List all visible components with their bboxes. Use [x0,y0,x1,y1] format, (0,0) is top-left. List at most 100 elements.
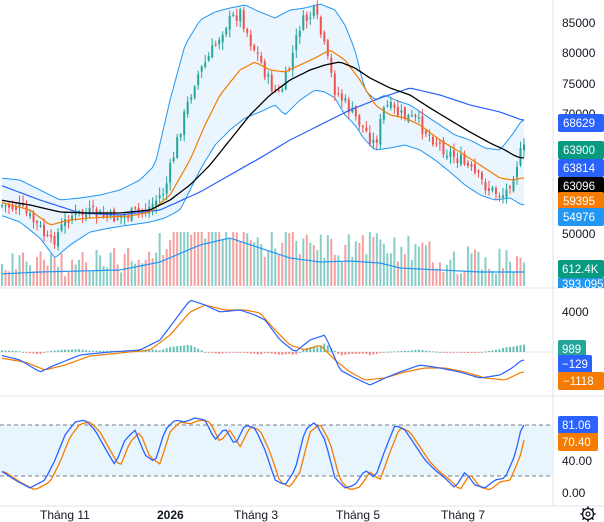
volume-value: 612.4K [562,264,599,276]
candle-body [92,205,95,208]
gear-icon[interactable] [580,506,596,522]
volume-bar [141,263,144,286]
k-line-value: 81.06 [562,420,591,432]
volume-bar [74,264,77,286]
macd-histogram-bar [508,346,511,352]
macd-histogram-bar [15,351,18,352]
macd-histogram-bar [449,352,452,353]
volume-bar [120,272,123,286]
volume-bar [235,232,238,286]
ma-mid-badge: 63096 [558,177,604,195]
candle-body [130,208,133,221]
candle-body [284,70,287,90]
candle-body [351,107,354,113]
volume-bar [204,238,207,286]
candle-body [403,107,406,119]
volume-bar [424,245,427,286]
macd-histogram-bar [22,352,25,353]
candle-body [172,157,175,162]
volume-bar [302,238,305,286]
macd-histogram-bar [127,351,130,352]
candle-body [228,15,231,30]
macd-histogram-bar [431,351,434,353]
macd-histogram-bar [480,352,483,353]
volume-bar [151,258,154,286]
price-pane[interactable] [1,0,525,259]
candle-body [491,187,494,191]
macd-histogram-bar [32,352,35,354]
candle-body [106,214,109,218]
price-axis[interactable]: 85000 80000 75000 70000 50000 [562,16,596,241]
macd-histogram-bar [340,352,343,356]
volume-bar [39,251,42,286]
macd-histogram-bar [253,352,256,354]
volume-bar [102,266,105,286]
volume-bar [81,252,84,286]
volume-bar [270,232,273,286]
candle-body [463,154,466,165]
volume-bar [148,251,151,286]
price-axis-label: 80000 [562,46,596,60]
volume-bar [456,274,459,286]
candle-body [330,57,333,73]
stochastic-pane[interactable] [0,417,553,491]
macd-histogram-bar [358,352,361,354]
candle-body [165,183,168,194]
volume-bar [43,259,46,286]
time-axis-label: Tháng 11 [40,508,90,522]
macd-histogram-bar [365,352,368,355]
macd-histogram-bar [228,352,231,353]
time-axis[interactable]: Tháng 11 2026 Tháng 3 Tháng 5 Tháng 7 [40,508,485,522]
macd-histogram-bar [8,350,11,352]
histogram-value: 989 [562,344,581,356]
macd-histogram-bar [523,344,525,352]
macd-histogram-bar [197,348,200,352]
macd-histogram-bar [1,350,3,352]
volume-bar [477,251,480,286]
volume-bar [8,271,11,286]
macd-histogram-bar [144,350,147,352]
candle-body [484,182,487,191]
macd-histogram-bar [190,345,193,352]
volume-bar [414,243,417,286]
macd-histogram-bar [207,352,210,353]
bollinger-upper-line [1,3,525,201]
volume-bar [428,241,431,286]
candle-body [501,195,504,198]
ema-value: 59395 [563,196,595,208]
candle-body [214,44,217,46]
candle-body [466,162,469,166]
macd-histogram-bar [169,346,172,352]
volume-bar [512,272,515,286]
macd-axis[interactable]: 4000 989 −129 −1118 [558,305,604,390]
candle-body [298,30,301,37]
volume-bar [386,253,389,286]
macd-histogram-bar [176,346,179,352]
candle-body [435,143,438,145]
d-line-value: 70.40 [562,437,591,449]
candle-body [449,151,452,158]
macd-histogram-bar [158,350,161,352]
macd-histogram-bar [382,352,385,353]
volume-bar [323,258,326,286]
macd-pane[interactable] [0,299,553,386]
candle-body [71,215,74,221]
volume-bar [176,232,179,286]
macd-histogram-bar [11,350,14,352]
volume-bar [487,268,490,286]
macd-histogram-bar [505,347,508,352]
price-axis-label: 50000 [562,227,596,241]
candle-body [18,203,21,208]
macd-histogram-bar [25,352,28,353]
volume-bar [288,233,291,286]
stochastic-axis[interactable]: 81.06 70.40 40.00 0.00 [558,416,598,500]
volume-bar [438,262,441,286]
time-axis-label: Tháng 5 [336,508,380,522]
volume-bar [319,234,322,286]
macd-histogram-bar [162,349,165,352]
candle-body [428,134,431,136]
signal-line-badge: −1118 [558,372,604,390]
macd-histogram-bar [43,352,46,353]
